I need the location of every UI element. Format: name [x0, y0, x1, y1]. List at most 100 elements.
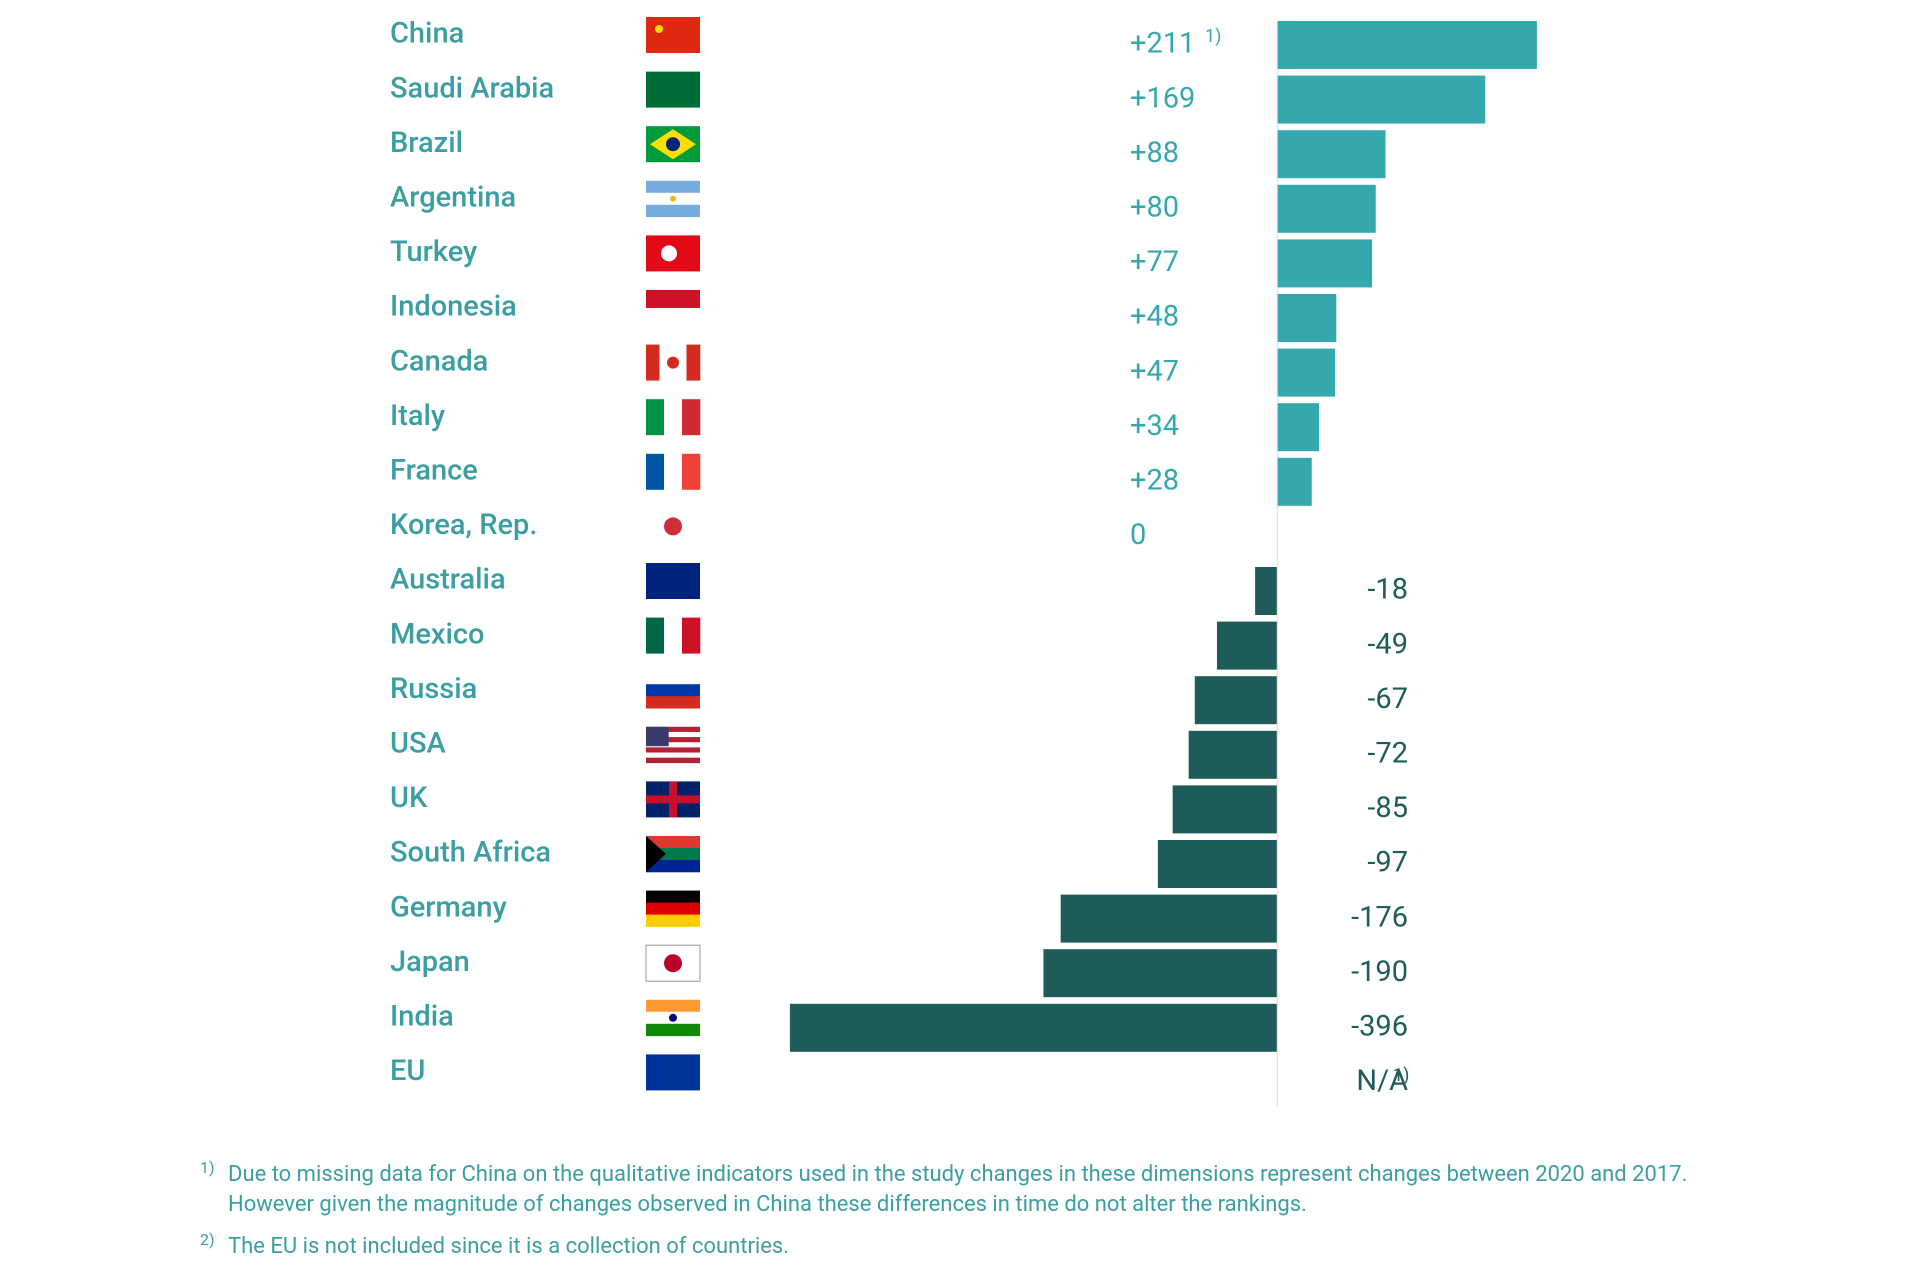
- annotation: 1): [1205, 26, 1221, 47]
- flag: [646, 563, 700, 599]
- value-label: +211: [1130, 27, 1195, 61]
- flag-part: [682, 453, 701, 490]
- bar: [1255, 567, 1278, 615]
- flag-part: [646, 1023, 700, 1037]
- bar: [1157, 840, 1278, 888]
- value-label: -72: [1367, 736, 1408, 770]
- flag: [646, 1054, 700, 1091]
- value-label: +47: [1130, 354, 1179, 388]
- footnote-mark: 1): [200, 1158, 215, 1177]
- category-label: South Africa: [390, 836, 551, 870]
- bar: [1060, 894, 1278, 943]
- category-label: USA: [390, 726, 447, 760]
- flag-part: [664, 453, 683, 490]
- flag-part: [669, 1013, 677, 1022]
- flag: [646, 617, 701, 654]
- category-label: UK: [390, 781, 428, 815]
- flag-part: [670, 195, 676, 202]
- flag: [646, 235, 700, 272]
- category-label: Argentina: [390, 180, 516, 214]
- value-label: -18: [1367, 573, 1408, 607]
- flag: [645, 944, 701, 982]
- footnote: 2) The EU is not included since it is a c…: [200, 1232, 1760, 1262]
- flag: [646, 453, 701, 490]
- flag-part: [682, 399, 701, 436]
- flag-part: [646, 1054, 700, 1091]
- value-label: +48: [1130, 300, 1179, 334]
- bar: [1277, 75, 1486, 124]
- flag-part: [646, 999, 700, 1013]
- flag-part: [646, 726, 700, 733]
- flag: [646, 17, 700, 53]
- category-label: Australia: [390, 563, 506, 597]
- flag: [646, 781, 700, 818]
- flag-part: [646, 684, 700, 697]
- flag-part: [646, 914, 700, 927]
- category-label: Indonesia: [390, 290, 517, 324]
- bar: [1216, 621, 1278, 670]
- value-label: -396: [1351, 1009, 1408, 1043]
- category-label: Japan: [390, 945, 470, 979]
- flag-part: [646, 180, 700, 194]
- value-label: -85: [1367, 791, 1408, 825]
- flag-part: [646, 836, 700, 849]
- flag-part: [659, 344, 674, 381]
- bar: [1188, 730, 1278, 779]
- flag-part: [655, 25, 663, 33]
- flag-part: [645, 944, 701, 982]
- bar: [1277, 239, 1373, 288]
- flag-part: [646, 902, 700, 915]
- category-label: China: [390, 17, 464, 51]
- flag-part: [646, 563, 700, 599]
- flag: [646, 290, 700, 327]
- flag: [646, 71, 700, 108]
- footnote: 1) Due to missing data for China on the q…: [200, 1160, 1760, 1220]
- flag-part: [646, 71, 700, 108]
- flag-part: [686, 344, 701, 381]
- value-label: -97: [1367, 846, 1408, 880]
- flag-part: [666, 137, 680, 152]
- flag-part: [646, 696, 700, 709]
- flag-part: [646, 742, 700, 748]
- flag: [646, 672, 700, 709]
- bar: [1277, 403, 1320, 452]
- bar: [1277, 457, 1312, 506]
- flag-part: [646, 737, 700, 743]
- value-label: -49: [1367, 627, 1408, 661]
- flag-part: [646, 757, 700, 764]
- flag-part: [646, 453, 665, 490]
- footnote-mark: 2): [200, 1230, 215, 1249]
- bar: [1277, 21, 1537, 69]
- category-label: Russia: [390, 672, 477, 706]
- flag-part: [664, 617, 683, 654]
- flag-part: [646, 752, 700, 758]
- category-label: EU: [390, 1054, 425, 1088]
- flag-part: [646, 672, 700, 685]
- flag-part: [646, 890, 700, 903]
- bar: [1277, 184, 1376, 233]
- flag: [646, 399, 701, 436]
- flag-part: [664, 399, 683, 436]
- value-label: +34: [1130, 409, 1179, 443]
- flag-part: [682, 617, 701, 654]
- flag-part: [673, 344, 687, 381]
- category-label: Turkey: [390, 235, 478, 269]
- flag: [646, 180, 700, 218]
- flag: [646, 890, 700, 927]
- category-label: India: [390, 999, 454, 1033]
- flag: [646, 999, 700, 1037]
- category-label: Korea, Rep.: [390, 508, 537, 542]
- value-label: -190: [1351, 955, 1408, 989]
- flag-part: [646, 308, 700, 327]
- value-label: +169: [1130, 81, 1195, 115]
- flag-part: [646, 795, 700, 804]
- value-label: +77: [1130, 245, 1179, 279]
- bar: [1194, 676, 1278, 725]
- category-label: France: [390, 453, 478, 487]
- value-label: -67: [1367, 682, 1408, 716]
- category-label: Italy: [390, 399, 446, 433]
- bar: [1277, 130, 1386, 179]
- flag-part: [664, 517, 682, 536]
- category-label: Brazil: [390, 126, 463, 160]
